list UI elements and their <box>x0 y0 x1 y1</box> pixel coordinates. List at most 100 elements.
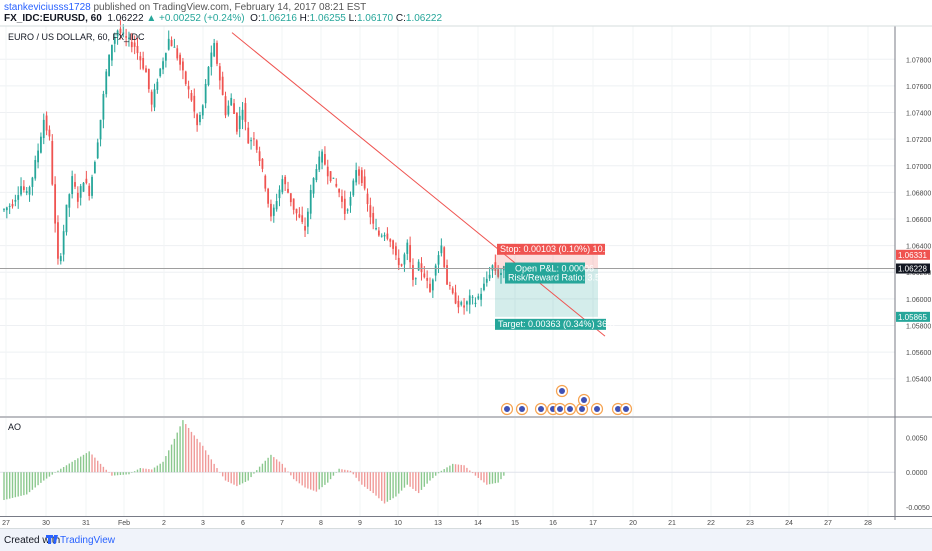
candle-body <box>68 194 71 208</box>
candle-body <box>460 302 463 305</box>
ao-bar <box>426 472 428 484</box>
candle-body <box>42 119 45 139</box>
drawing-overlay[interactable]: Stop: 0.00103 (0.10%) 10.3 Open P&L: 0.0… <box>0 32 895 337</box>
ao-bar <box>97 460 99 473</box>
ao-bar <box>500 472 502 480</box>
candle-body <box>448 285 451 287</box>
ao-bar <box>469 470 471 473</box>
candle-body <box>133 42 136 47</box>
time-axis[interactable]: 27 30 31 Feb 2 3 6 7 8 9 10 13 14 15 16 17 20 21 22 23 24 27 2… <box>2 520 872 527</box>
stop-label-box[interactable]: Stop: 0.00103 (0.10%) 10.3 <box>497 243 610 255</box>
time-tick-label: 8 <box>319 520 323 527</box>
ao-tick-label: 0.0050 <box>906 435 928 442</box>
ao-bar <box>91 454 93 473</box>
ao-axis[interactable]: 0.0050 0.0000 -0.0050 <box>906 435 930 512</box>
candle-body <box>201 105 204 116</box>
candle-body <box>17 195 20 200</box>
ao-bar <box>65 465 68 473</box>
ao-bar <box>239 472 241 485</box>
ao-bar <box>267 457 269 473</box>
candle-body <box>389 239 392 242</box>
candle-body <box>400 264 403 266</box>
ao-bar <box>68 463 71 473</box>
last-price-tag: 1.06228 <box>898 265 927 274</box>
ao-bar <box>131 472 133 473</box>
ao-bar <box>295 472 298 482</box>
candle-body <box>420 263 423 273</box>
open-value: 1.06216 <box>260 13 297 24</box>
candle-body <box>451 288 454 294</box>
candle-body <box>287 188 289 193</box>
ao-bar <box>369 472 372 491</box>
candle-body <box>255 140 258 150</box>
ao-bar <box>290 472 292 476</box>
candle-body <box>403 254 406 265</box>
candle-body <box>477 296 480 299</box>
candle-body <box>190 93 193 101</box>
ao-bar <box>79 456 82 473</box>
event-dot <box>538 406 544 412</box>
candle-body <box>105 71 108 95</box>
ao-bar <box>6 472 8 500</box>
candle-body <box>352 180 355 196</box>
ao-bar <box>355 472 357 478</box>
main-pane-title: EURO / US DOLLAR, 60, FX_IDC <box>8 32 145 42</box>
ao-bar <box>145 468 147 473</box>
ao-bar <box>71 461 73 473</box>
created-with-label: Created with <box>4 535 61 546</box>
candle-body <box>454 292 457 304</box>
ao-bar <box>329 472 332 480</box>
candle-body <box>85 178 88 184</box>
candle-body <box>147 68 150 90</box>
candle-body <box>37 150 39 163</box>
trendline[interactable] <box>231 32 606 337</box>
ao-bar <box>398 472 400 494</box>
ao-bar <box>74 460 76 473</box>
ao-bar <box>346 470 349 473</box>
ao-bar <box>463 465 465 473</box>
event-dot <box>567 406 573 412</box>
ao-bar <box>412 472 414 489</box>
ao-bar <box>449 465 451 473</box>
ao-bar <box>159 463 161 473</box>
symbol-line: FX_IDC:EURUSD, 60 1.06222 ▲ +0.00252 (+0… <box>4 13 442 24</box>
candle-body <box>463 305 465 308</box>
candle-body <box>363 176 366 189</box>
ao-bar <box>324 472 326 485</box>
time-tick-label: 6 <box>241 520 245 527</box>
candle-body <box>497 269 500 277</box>
candle-body <box>218 66 221 81</box>
high-value: 1.06255 <box>309 13 346 24</box>
economic-events[interactable] <box>500 384 633 416</box>
candle-body <box>298 214 301 218</box>
time-tick-label: 30 <box>42 520 50 527</box>
tradingview-brand[interactable]: TradingView <box>60 535 116 546</box>
candle-body <box>261 158 264 169</box>
ao-bar <box>400 472 403 491</box>
ao-bar <box>176 432 178 473</box>
candle-body <box>113 37 116 44</box>
ao-bar <box>315 472 318 492</box>
candle-body <box>471 296 474 298</box>
target-label-box[interactable]: Target: 0.00363 (0.34%) 36.3 <box>495 318 615 330</box>
ao-bar <box>196 438 198 473</box>
time-tick-label: 3 <box>201 520 205 527</box>
ao-bar <box>366 472 369 489</box>
candle-body <box>289 193 292 203</box>
author-link[interactable]: stankeviciusss1728 <box>4 2 91 13</box>
candle-body <box>346 209 349 211</box>
ao-bar <box>321 472 323 488</box>
candle-body <box>437 255 440 265</box>
candle-body <box>213 43 216 57</box>
ao-bar <box>150 469 153 473</box>
candle-body <box>57 222 59 259</box>
candle-body <box>210 52 213 67</box>
ao-bar <box>40 472 42 483</box>
price-axis[interactable]: 1.07800 1.07600 1.07400 1.07200 1.07000 1.068… <box>906 57 931 383</box>
candle-body <box>48 129 51 137</box>
ao-bar <box>48 472 51 477</box>
time-tick-label: 23 <box>746 520 754 527</box>
chart-canvas[interactable]: Stop: 0.00103 (0.10%) 10.3 Open P&L: 0.0… <box>0 0 932 528</box>
pnl-label-box[interactable]: Open P&L: 0.00006 Risk/Reward Ratio: 3.5… <box>505 262 605 284</box>
ao-bar <box>491 472 494 484</box>
